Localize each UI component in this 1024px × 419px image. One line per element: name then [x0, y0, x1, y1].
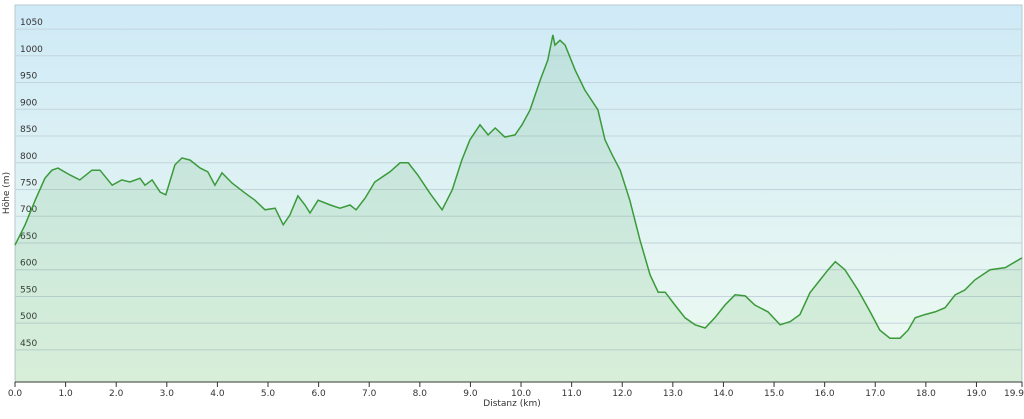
- x-tick-label: 3.0: [160, 389, 175, 399]
- x-tick-label: 5.0: [261, 389, 276, 399]
- y-tick-label: 800: [20, 152, 37, 162]
- x-tick-label: 7.0: [362, 389, 377, 399]
- plot-area: [14, 4, 1023, 383]
- x-tick-label: 10.0: [511, 389, 531, 399]
- y-tick-label: 600: [20, 259, 37, 269]
- y-tick-label: 500: [20, 312, 37, 322]
- x-axis-label: Distanz (km): [483, 399, 540, 409]
- x-tick-label: 19.0: [966, 389, 986, 399]
- x-tick-label: 1.0: [58, 389, 73, 399]
- y-tick-label: 850: [20, 125, 37, 135]
- x-tick-label: 4.0: [210, 389, 225, 399]
- x-tick-label: 8.0: [413, 389, 428, 399]
- y-tick-label: 550: [20, 285, 37, 295]
- x-tick-label: 19.9: [1004, 389, 1024, 399]
- y-tick-label: 750: [20, 178, 37, 188]
- x-tick-label: 13.0: [663, 389, 683, 399]
- x-tick-label: 2.0: [109, 389, 124, 399]
- y-tick-label: 1000: [20, 45, 43, 55]
- x-tick-label: 16.0: [815, 389, 835, 399]
- y-tick-label: 700: [20, 205, 37, 215]
- x-tick-label: 15.0: [764, 389, 784, 399]
- y-tick-label: 950: [20, 72, 37, 82]
- x-tick-label: 12.0: [612, 389, 632, 399]
- y-axis-label: Höhe (m): [2, 172, 12, 214]
- x-tick-label: 9.0: [463, 389, 478, 399]
- y-tick-label: 900: [20, 98, 37, 108]
- x-tick-label: 0.0: [8, 389, 23, 399]
- x-tick-label: 6.0: [311, 389, 326, 399]
- x-tick-label: 18.0: [916, 389, 936, 399]
- elevation-line: [14, 34, 1023, 339]
- x-tick-label: 11.0: [562, 389, 582, 399]
- y-tick-label: 1050: [20, 18, 43, 28]
- area: [15, 34, 1022, 383]
- x-tick-label: 17.0: [865, 389, 885, 399]
- x-tick-label: 14.0: [713, 389, 733, 399]
- y-tick-label: 450: [20, 339, 37, 349]
- y-tick-label: 650: [20, 232, 37, 242]
